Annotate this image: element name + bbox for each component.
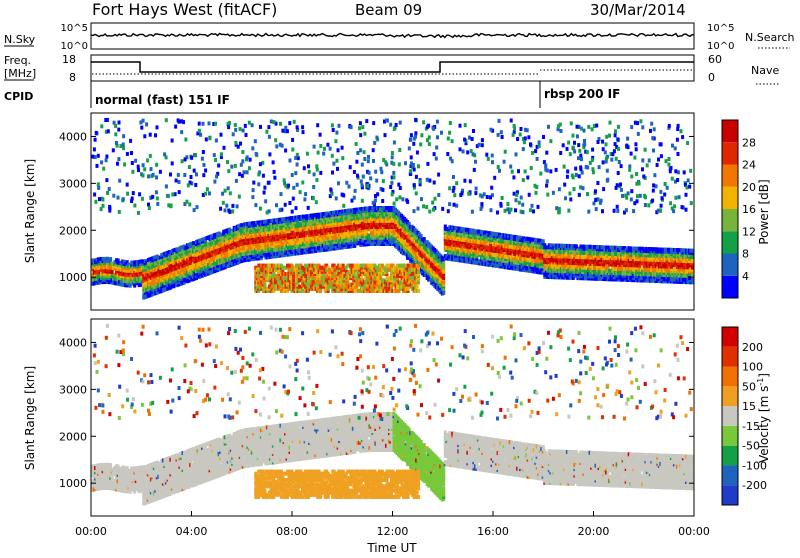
power-cell [442,280,445,284]
power-cell [302,215,305,219]
station-title: Fort Hays West (fitACF) [92,0,277,19]
nsky-tick-bottom: 10^0 [61,41,88,52]
power-cell [109,257,112,261]
power-cell [408,222,411,226]
power-cell [240,223,243,227]
cpid-label: CPID [4,90,33,103]
freq-label-line1: Freq. [4,54,31,67]
power-cell [545,245,548,249]
power-cell [423,237,426,241]
date-label: 30/Mar/2014 [590,1,686,19]
power-cell [420,234,423,238]
power-cell [111,262,114,266]
nave-label: Nave [751,64,779,77]
nave-tick-bottom: 0 [708,71,715,84]
nsky-trace [91,34,694,38]
power-cell [575,244,578,248]
power-data [91,118,694,300]
power-cell [442,276,445,280]
radar-summary-plot: Fort Hays West (fitACF) Beam 09 30/Mar/2… [0,0,800,554]
power-cell [192,241,195,245]
power-cell [542,239,545,243]
nsearch-tick-bottom: 10^0 [707,41,734,52]
power-cell [442,261,445,265]
cpid-panel: CPID normal (fast) 151 IF rbsp 200 IF [4,81,620,108]
cpid-mode-2: rbsp 200 IF [544,87,620,101]
nsky-panel: N.Sky 10^5 10^0 10^5 10^0 N.Search [4,23,795,52]
cpid-mode-1: normal (fast) 151 IF [95,93,230,107]
nsky-tick-top: 10^5 [61,23,88,34]
beam-label: Beam 09 [355,1,422,19]
power-cell [596,245,599,249]
freq-tick-bottom: 8 [69,71,76,84]
freq-label-line2: [MHz] [4,67,36,80]
freq-panel: Freq. [MHz] 18 8 60 0 Nave [4,53,780,84]
nave-tick-top: 60 [708,53,722,66]
nsky-label: N.Sky [4,33,36,46]
nsearch-label: N.Search [745,31,795,44]
freq-tick-top: 18 [62,53,76,66]
nsearch-tick-top: 10^5 [707,23,734,34]
power-cell [317,213,320,217]
power-cell [298,222,301,226]
